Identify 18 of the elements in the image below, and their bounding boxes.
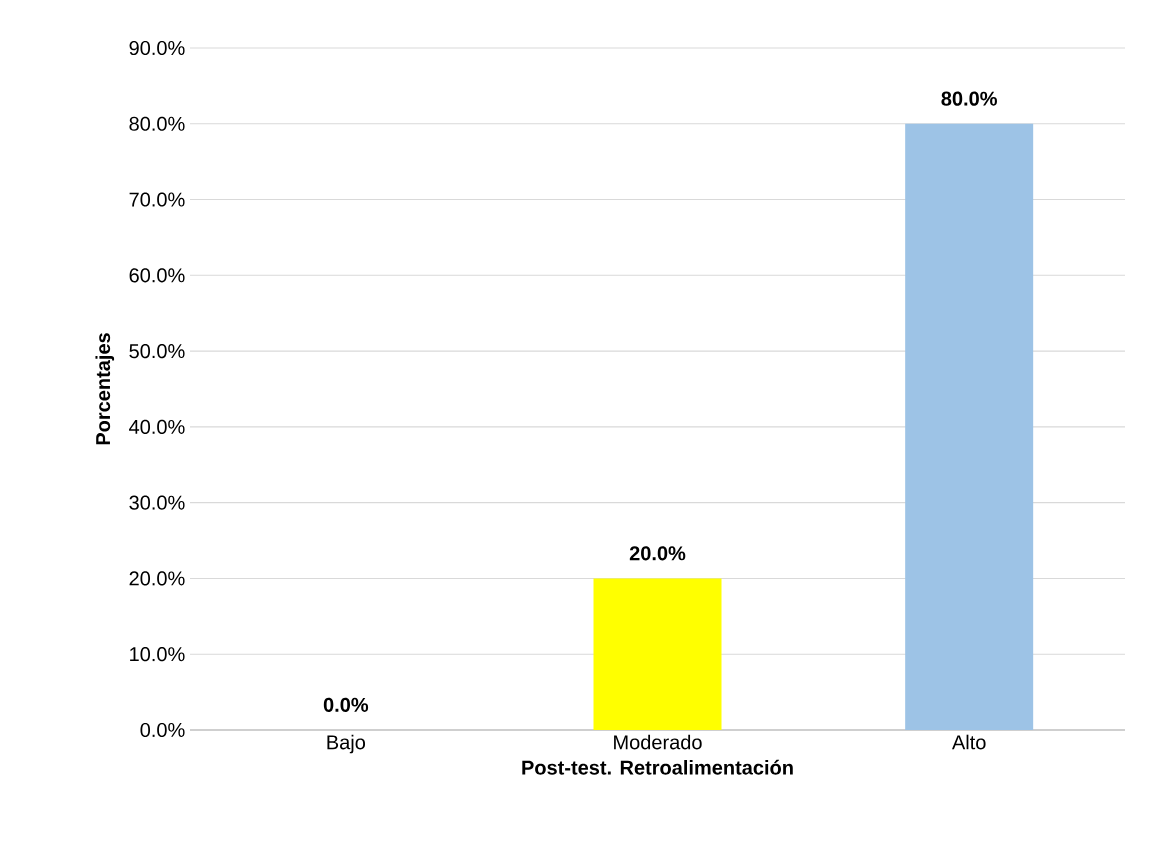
data-label: 0.0%: [323, 697, 369, 712]
y-tick-label: 10.0%: [130, 647, 185, 662]
y-tick-label: 70.0%: [129, 192, 185, 207]
y-tick-label: 60.0%: [129, 268, 185, 283]
y-tick-label: 80.0%: [129, 116, 185, 131]
y-tick-label: 0.0%: [140, 722, 185, 738]
y-tick-label: 40.0%: [129, 419, 185, 434]
y-tick-label: 30.0%: [129, 495, 185, 510]
y-axis-title: Porcentajes: [95, 333, 115, 445]
x-tick-label: Bajo: [327, 734, 366, 754]
y-tick-label: 90.0%: [129, 40, 185, 56]
data-label: 80.0%: [941, 91, 997, 106]
x-axis-title: Post-test. Retroalimentación: [522, 759, 793, 775]
y-tick-label: 20.0%: [129, 571, 185, 586]
data-label: 20.0%: [629, 546, 686, 561]
y-tick-label: 50.0%: [129, 344, 185, 359]
x-tick-label: Alto: [951, 734, 986, 750]
x-tick-label: Moderado: [614, 734, 702, 750]
